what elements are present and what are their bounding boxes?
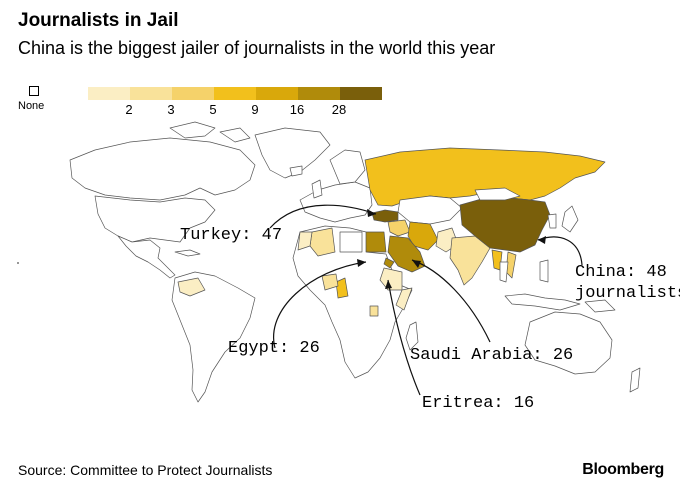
ethiopia-shape (379, 267, 403, 291)
greenland-shape (254, 127, 331, 179)
callout-turkey: Turkey: 47 (180, 226, 283, 245)
egypt-shape (364, 231, 387, 253)
legend-none-swatch (29, 86, 39, 96)
iran-shape (407, 221, 439, 251)
nigeria-shape (321, 273, 339, 291)
eritrea-arrowhead (385, 280, 392, 289)
libya-shape (339, 231, 363, 253)
new-zealand-shape (629, 367, 641, 393)
japan-shape (561, 205, 579, 233)
indonesia-shape (504, 293, 581, 311)
somalia-shape (395, 287, 413, 311)
chart-subtitle: China is the biggest jailer of journalis… (18, 38, 496, 58)
scandinavia-shape (329, 149, 366, 185)
legend-swatch-7 (340, 87, 382, 100)
legend-label-9: 9 (251, 102, 259, 117)
legend-swatch-2 (130, 87, 172, 100)
eritrea-shape (383, 257, 395, 269)
callout-egypt: Egypt: 26 (228, 339, 320, 358)
cameroon-shape (335, 277, 349, 299)
chart-title: Journalists in Jail (18, 10, 179, 31)
papua-shape (584, 299, 616, 313)
venezuela-shape (177, 277, 206, 297)
legend-swatch-5 (256, 87, 298, 100)
egypt-arrow (273, 261, 367, 349)
cuba-shape (174, 249, 201, 257)
uk-shape (311, 179, 323, 199)
legend-none-label: None (18, 100, 45, 112)
australia-shape (524, 311, 613, 375)
legend-label-3: 3 (167, 102, 175, 117)
arctic-islands-shape (169, 121, 216, 139)
canada-shape (69, 137, 256, 201)
thailand-shape (499, 261, 509, 283)
rwanda-burundi-shape (369, 305, 379, 317)
legend-label-16: 16 (289, 102, 305, 117)
south-america-shape (171, 271, 256, 403)
legend-label-28: 28 (331, 102, 347, 117)
callout-china-line2: journalists (575, 284, 680, 303)
morocco-shape (297, 231, 313, 251)
china-shape (459, 197, 551, 253)
turkey-arrowhead (367, 209, 376, 217)
europe-shape (299, 181, 373, 223)
korea-shape (547, 213, 557, 229)
madagascar-shape (405, 321, 419, 351)
arctic-islands-shape-2 (219, 127, 251, 143)
africa-shape (292, 225, 413, 379)
philippines-shape (539, 259, 549, 283)
legend-swatch-6 (298, 87, 340, 100)
turkey-arrow (269, 204, 377, 229)
legend-swatch-3 (172, 87, 214, 100)
turkey-shape (371, 209, 399, 223)
saudi-arrow (411, 259, 491, 343)
saudi-arrowhead (412, 260, 421, 268)
legend-label-5: 5 (209, 102, 217, 117)
callout-eritrea: Eritrea: 16 (422, 394, 535, 413)
legend-label-2: 2 (125, 102, 133, 117)
central-asia-shape (397, 195, 463, 225)
china-arrowhead (538, 236, 546, 244)
iceland-shape (289, 165, 303, 177)
callout-china: China: 48 (575, 263, 667, 282)
eritrea-arrow (387, 279, 421, 396)
usa-shape (94, 195, 216, 243)
egypt-arrowhead (357, 259, 366, 267)
legend-swatch-4 (214, 87, 256, 100)
syria-iraq-shape (387, 219, 411, 237)
mongolia-shape (474, 187, 521, 201)
callout-saudi-arabia: Saudi Arabia: 26 (410, 346, 574, 365)
legend-color-scale (88, 87, 382, 100)
bloomberg-logo: Bloomberg (582, 461, 664, 478)
source-note: Source: Committee to Protect Journalists (18, 462, 273, 478)
legend-swatch-1 (88, 87, 130, 100)
mexico-shape (117, 235, 176, 279)
map-speck (17, 262, 19, 264)
